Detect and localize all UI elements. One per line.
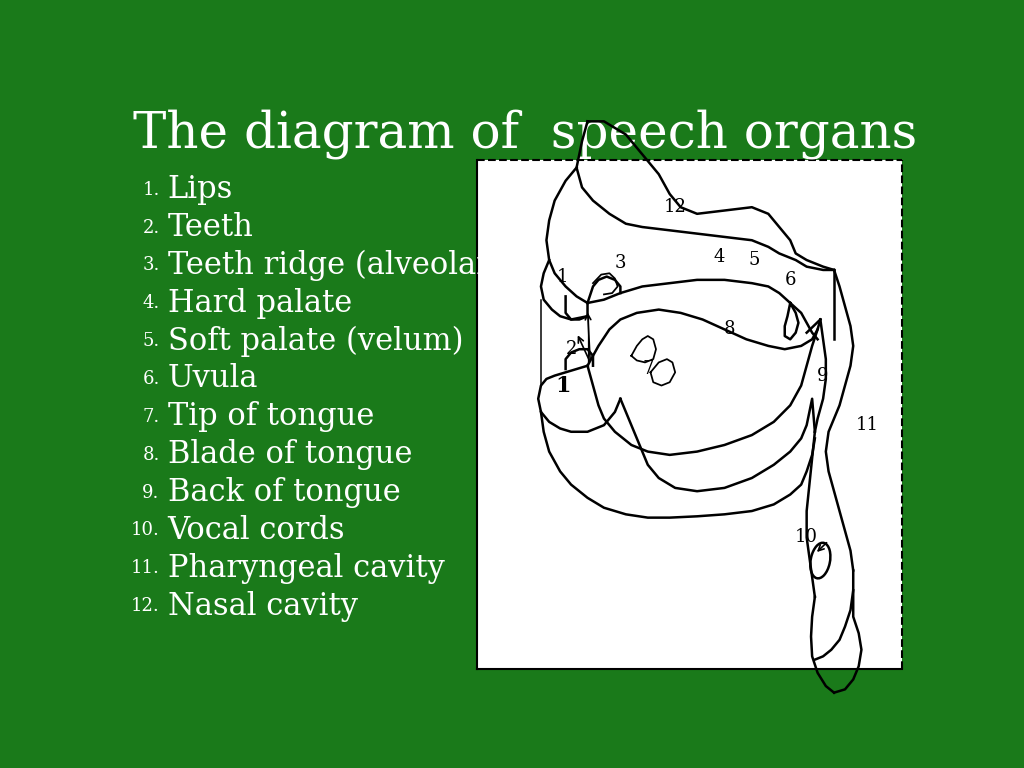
Text: 12: 12 [664, 198, 687, 217]
Text: Blade of tongue: Blade of tongue [168, 439, 413, 470]
Text: 6.: 6. [142, 370, 160, 388]
Text: Soft palate (velum): Soft palate (velum) [168, 326, 463, 356]
Text: 3.: 3. [142, 257, 160, 274]
Text: 9: 9 [817, 366, 828, 385]
Text: 10.: 10. [131, 521, 160, 539]
Text: 7: 7 [642, 360, 653, 378]
Text: Nasal cavity: Nasal cavity [168, 591, 357, 621]
Text: 10: 10 [796, 528, 818, 547]
Text: Teeth ridge (alveolar): Teeth ridge (alveolar) [168, 250, 503, 281]
Text: 11.: 11. [131, 559, 160, 578]
Text: 2: 2 [565, 340, 577, 358]
Text: 7.: 7. [142, 408, 160, 425]
Text: 1: 1 [557, 267, 568, 286]
Text: The diagram of  speech organs: The diagram of speech organs [133, 108, 916, 158]
Text: 1: 1 [555, 375, 570, 396]
Text: 12.: 12. [131, 597, 160, 615]
Text: 11: 11 [855, 416, 879, 434]
Text: 5.: 5. [142, 332, 160, 350]
Bar [477, 161, 902, 669]
Text: 1.: 1. [142, 180, 160, 199]
Text: Uvula: Uvula [168, 363, 258, 395]
Text: 8.: 8. [142, 445, 160, 464]
Text: Hard palate: Hard palate [168, 288, 352, 319]
Text: 9.: 9. [142, 484, 160, 502]
Text: Vocal cords: Vocal cords [168, 515, 345, 546]
Text: Lips: Lips [168, 174, 233, 205]
Text: Tip of tongue: Tip of tongue [168, 402, 374, 432]
Text: 6: 6 [784, 271, 796, 289]
Text: Teeth: Teeth [168, 212, 254, 243]
Text: Pharyngeal cavity: Pharyngeal cavity [168, 553, 444, 584]
Text: 2.: 2. [142, 219, 160, 237]
Text: 8: 8 [724, 320, 735, 339]
Text: 4: 4 [714, 248, 725, 266]
Text: Back of tongue: Back of tongue [168, 477, 400, 508]
Text: 3: 3 [614, 254, 626, 273]
Text: 4.: 4. [142, 294, 160, 313]
Text: 5: 5 [749, 251, 760, 269]
